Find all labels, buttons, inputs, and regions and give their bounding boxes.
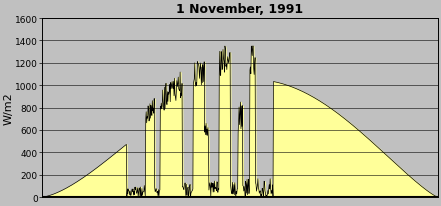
Title: 1 November, 1991: 1 November, 1991 [176, 4, 303, 16]
Y-axis label: W/m2: W/m2 [4, 92, 14, 124]
